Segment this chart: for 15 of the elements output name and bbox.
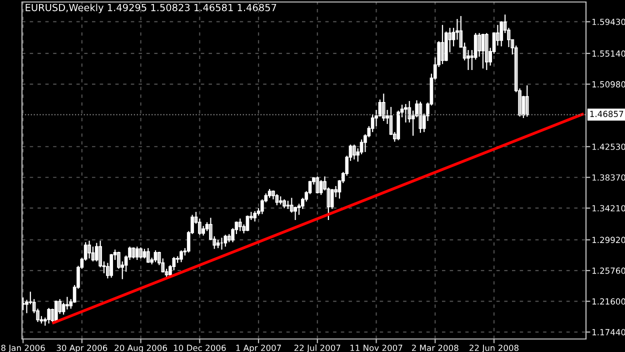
ref-line-label: 1.46857 — [590, 110, 624, 118]
y-tick-label: 1.21600 — [592, 298, 625, 305]
chart-title: EURUSD,Weekly 1.49295 1.50823 1.46581 1.46857 — [26, 4, 276, 14]
y-tick-label: 1.50980 — [592, 81, 625, 88]
y-tick-label: 1.55140 — [592, 50, 625, 57]
y-tick-label: 1.38370 — [592, 174, 625, 181]
y-tick-label: 1.34210 — [592, 205, 625, 212]
y-tick-label: 1.59430 — [592, 18, 625, 26]
x-tick-label: 2 Mar 2008 — [412, 344, 458, 352]
y-tick-label: 1.17440 — [592, 329, 625, 336]
y-tick-label: 1.42530 — [592, 144, 625, 150]
y-tick-label: 1.29920 — [592, 236, 625, 244]
x-tick-label: 10 Dec 2006 — [174, 344, 226, 352]
x-tick-label: 11 Nov 2007 — [350, 344, 402, 352]
y-tick-label: 1.25760 — [592, 268, 625, 274]
